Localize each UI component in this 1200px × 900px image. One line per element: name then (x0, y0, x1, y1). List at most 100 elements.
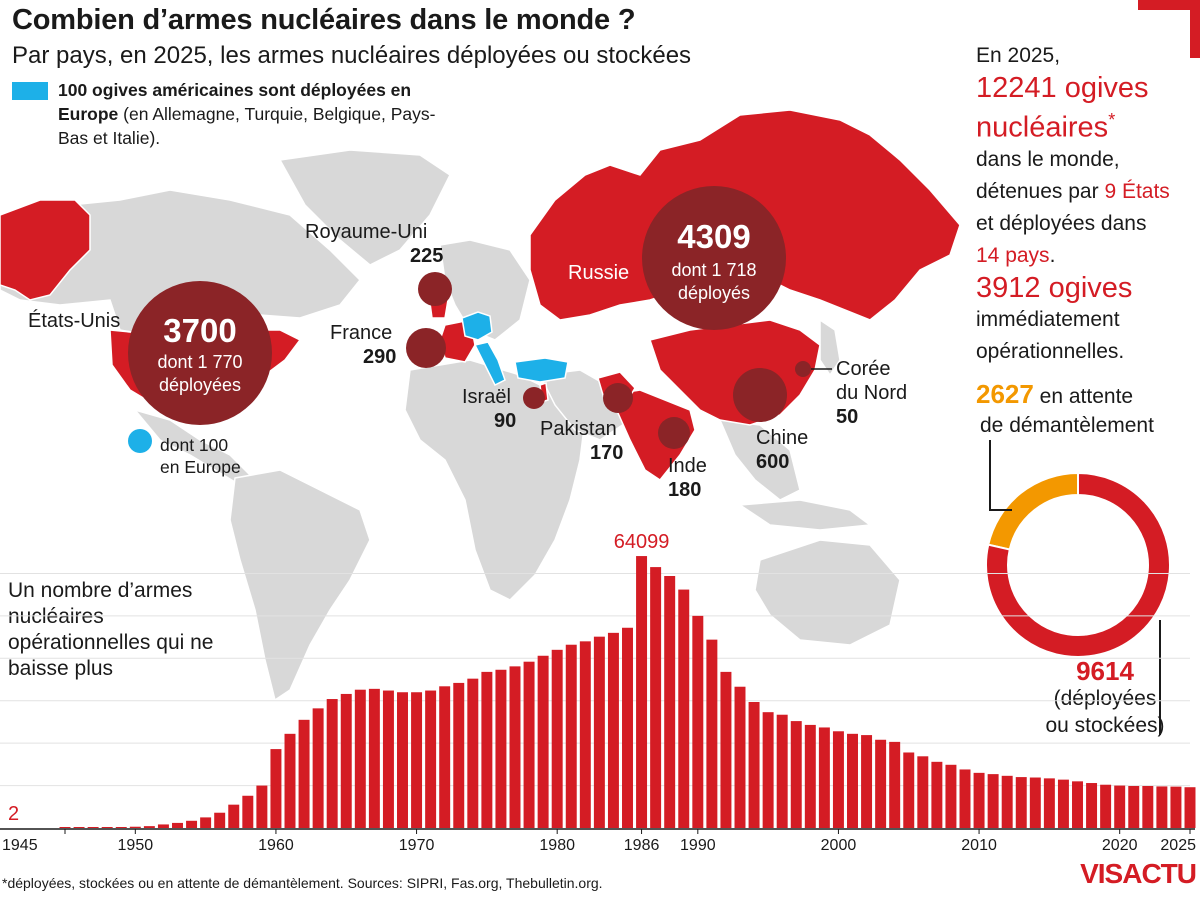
chart-bar (298, 719, 310, 828)
japan-shape (819, 318, 841, 377)
chart-bar (1072, 781, 1083, 828)
chart-bar (101, 827, 113, 828)
china-name: Chine (756, 427, 809, 449)
chart-bar (59, 827, 71, 828)
chart-bar (593, 636, 605, 828)
chart-bar (284, 733, 296, 828)
chart-bar (523, 661, 535, 828)
stats-line-5-b: 9 États (1104, 179, 1170, 203)
chart-bar (439, 686, 451, 828)
chart-bar (1114, 785, 1126, 828)
chart-bar (818, 727, 830, 828)
chart-bar (228, 804, 240, 828)
chart-bar (565, 644, 577, 828)
chart-bar (903, 752, 915, 828)
chart-bar (776, 714, 788, 828)
usa-bubble (128, 281, 272, 425)
usa-name: États-Unis (28, 310, 121, 332)
chart-bar (636, 556, 648, 828)
footnote: *déployées, stockées ou en attente de dé… (2, 875, 603, 891)
stats-line-5-a: détenues par (976, 179, 1105, 203)
stats-line-7-b: . (1049, 243, 1056, 267)
north-korea-value: 50 (836, 406, 859, 428)
donut-label-stock: 9614 (déployées ou stockées) (1030, 658, 1180, 739)
chart-bar (664, 576, 676, 828)
stats-line-10: opérationnelles. (976, 339, 1125, 363)
chart-bar (1086, 783, 1098, 828)
stats-line-1: En 2025, (976, 44, 1061, 67)
chart-bar (678, 589, 690, 828)
india-shape (608, 389, 696, 482)
chart-bar (734, 686, 746, 828)
uk-name: Royaume-Uni (305, 221, 428, 243)
chart-bar (945, 764, 957, 828)
legend-text-rest: (en Allemagne, Turquie, Belgique, Pays-B… (58, 104, 436, 148)
israel-bubble (523, 387, 545, 409)
donut-stock-text-1: (déployées (1053, 687, 1157, 710)
chart-bar (411, 692, 423, 828)
chart-caption: Un nombre d’armes nucléaires opérationne… (8, 579, 214, 680)
greenland-shape (278, 149, 451, 266)
stats-line-9: immédiatement (976, 307, 1120, 331)
uk-value: 225 (410, 245, 444, 267)
france-value: 290 (363, 346, 397, 368)
usa-detail-2: déployées (158, 375, 242, 395)
italy-shape (473, 341, 506, 387)
chart-bar (242, 795, 254, 828)
north-korea-name-2: du Nord (836, 382, 908, 404)
chart-bar (622, 627, 633, 828)
x-tick-label: 2010 (961, 837, 997, 854)
chart-bar (509, 666, 521, 828)
x-tick-label: 1990 (680, 837, 716, 854)
alaska-shape (0, 199, 91, 301)
stats-line-7-a: 14 pays (976, 243, 1050, 267)
chart-bar (87, 827, 99, 828)
chart-bar (804, 724, 816, 828)
north-korea-bubble (795, 361, 811, 377)
chart-bar (495, 669, 507, 828)
chart-bar (481, 671, 493, 828)
chart-bar (762, 712, 774, 828)
donut-leader-top (989, 440, 1012, 511)
usa-europe-bubble (128, 429, 152, 453)
pakistan-name: Pakistan (540, 418, 617, 440)
legend-swatch (12, 82, 48, 100)
legend-text-bold: 100 ogives américaines sont déployées en… (58, 80, 412, 124)
chart-bar (115, 827, 127, 828)
corner-mark-vertical (1190, 0, 1200, 58)
chart-bar (1100, 784, 1112, 828)
chart-bar (1156, 786, 1168, 828)
chart-bar (931, 761, 943, 828)
indonesia-shape (737, 499, 872, 531)
turkey-shape (514, 357, 569, 383)
corner-mark-horizontal (1138, 0, 1200, 10)
chart-bar (790, 721, 802, 828)
chart-bar (1170, 786, 1182, 828)
logo-part-a: VIS (1080, 858, 1123, 889)
chart-bar (157, 824, 169, 828)
legend-text: 100 ogives américaines sont déployées en… (58, 78, 438, 150)
x-tick-label: 2025 (1160, 837, 1196, 854)
chart-bar (706, 639, 718, 828)
usa-europe-detail-1: dont 100 (160, 435, 229, 455)
chart-bar (917, 756, 929, 828)
israel-name: Israël (462, 386, 511, 408)
india-name: Inde (668, 455, 707, 477)
stats-line-5: détenues par 9 États (976, 176, 1196, 208)
data-label-first: 2 (8, 803, 19, 825)
donut-dismantle-line-1: 2627 en attente (976, 380, 1196, 411)
x-tick-label: 2000 (821, 837, 857, 854)
chart-bar (214, 812, 226, 828)
china-bubble (733, 368, 787, 422)
chart-bar (720, 671, 732, 828)
india-value: 180 (668, 479, 702, 501)
chart-bar (1128, 786, 1140, 828)
x-tick-label: 1945 (2, 837, 38, 854)
chart-bar (832, 731, 844, 828)
chart-bar (987, 774, 999, 828)
donut-stock-text-2: ou stockées) (1045, 714, 1165, 737)
chart-bar (425, 690, 437, 828)
chart-bar (143, 826, 155, 828)
